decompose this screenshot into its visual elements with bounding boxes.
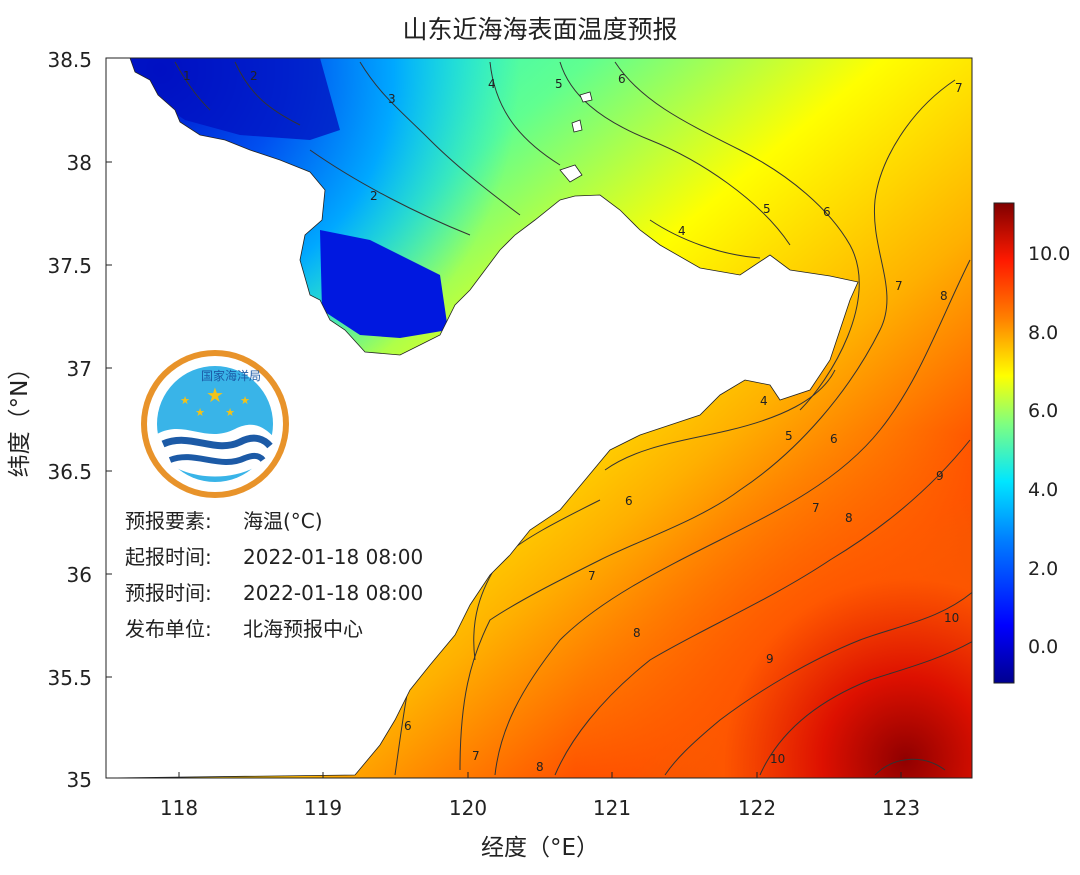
svg-text:7: 7: [895, 279, 903, 293]
svg-text:3: 3: [388, 92, 396, 106]
colorbar-tick-label: 10.0: [1028, 243, 1071, 265]
plot-frame: [105, 57, 973, 779]
svg-text:2: 2: [250, 69, 258, 83]
svg-text:7: 7: [588, 569, 596, 583]
svg-text:8: 8: [845, 511, 853, 525]
svg-text:7: 7: [812, 501, 820, 515]
svg-text:6: 6: [618, 72, 626, 86]
land-mass: [106, 58, 859, 778]
svg-text:10: 10: [944, 611, 959, 625]
info-forecast-value: 2022-01-18 08:00: [243, 581, 424, 605]
info-forecast-key: 预报时间:: [125, 581, 212, 605]
sst-field: 1 2 3 2 4 4 4 5 5 5 6 6 6 6 6 7 7 7 7 7 …: [106, 58, 972, 778]
info-element-row: 预报要素: 海温(°C): [125, 503, 423, 539]
svg-text:4: 4: [760, 394, 768, 408]
page-title: 山东近海海表面温度预报: [402, 15, 678, 44]
svg-text:国家海洋局: 国家海洋局: [201, 368, 261, 383]
svg-text:8: 8: [940, 289, 948, 303]
info-publisher-row: 发布单位: 北海预报中心: [125, 611, 423, 647]
logo: 国家海洋局 ★ ★ ★ ★ ★: [141, 350, 289, 498]
y-tick-label: 37.5: [47, 254, 92, 278]
y-tick-label: 38.5: [47, 48, 92, 72]
y-tick-label: 35: [66, 768, 92, 792]
svg-text:6: 6: [625, 494, 633, 508]
y-tick-label: 38: [66, 151, 92, 175]
x-tick-label: 119: [303, 796, 343, 820]
y-tick-label: 35.5: [47, 666, 92, 690]
colorbar-tick-label: 8.0: [1028, 322, 1059, 344]
svg-text:6: 6: [823, 205, 831, 219]
svg-text:9: 9: [936, 469, 944, 483]
svg-text:5: 5: [555, 77, 563, 91]
svg-text:★: ★: [195, 406, 205, 419]
svg-text:★: ★: [180, 394, 190, 407]
x-axis-label: 经度（°E）: [480, 835, 600, 861]
svg-text:7: 7: [472, 749, 480, 763]
x-tick-label: 123: [881, 796, 921, 820]
info-issue-row: 起报时间: 2022-01-18 08:00: [125, 539, 423, 575]
svg-text:6: 6: [830, 432, 838, 446]
colorbar-tick-label: 6.0: [1028, 400, 1059, 422]
svg-text:8: 8: [633, 626, 641, 640]
x-tick-label: 118: [159, 796, 199, 820]
isotherms: [174, 61, 972, 776]
info-forecast-row: 预报时间: 2022-01-18 08:00: [125, 575, 423, 611]
info-element-value: 海温(°C): [243, 509, 323, 533]
y-tick-label: 36.5: [47, 460, 92, 484]
info-publisher-key: 发布单位:: [125, 617, 212, 641]
svg-text:4: 4: [488, 77, 496, 91]
x-tick-label: 122: [737, 796, 777, 820]
info-element-key: 预报要素:: [125, 509, 212, 533]
y-axis-label: 纬度（°N）: [7, 356, 33, 478]
colorbar-tick-label: 2.0: [1028, 558, 1059, 580]
svg-text:9: 9: [766, 652, 774, 666]
forecast-info: 预报要素: 海温(°C) 起报时间: 2022-01-18 08:00 预报时间: 2…: [125, 503, 423, 647]
svg-text:7: 7: [955, 81, 963, 95]
svg-text:5: 5: [763, 202, 771, 216]
x-tick-label: 120: [448, 796, 488, 820]
svg-text:2: 2: [370, 189, 378, 203]
colorbar-tick-label: 4.0: [1028, 479, 1059, 501]
contour-labels: 1 2 3 2 4 4 4 5 5 5 6 6 6 6 6 7 7 7 7 7 …: [183, 69, 963, 774]
svg-text:8: 8: [536, 760, 544, 774]
info-publisher-value: 北海预报中心: [243, 617, 363, 641]
axis-ticks: [106, 161, 902, 778]
x-tick-label: 121: [592, 796, 632, 820]
svg-text:★: ★: [206, 383, 224, 407]
svg-text:5: 5: [785, 429, 793, 443]
svg-text:6: 6: [404, 719, 412, 733]
colorbar: [993, 202, 1015, 684]
colorbar-tick-label: 0.0: [1028, 636, 1059, 658]
y-tick-label: 37: [66, 357, 92, 381]
svg-text:4: 4: [678, 224, 686, 238]
info-issue-key: 起报时间:: [125, 545, 212, 569]
svg-text:★: ★: [240, 394, 250, 407]
y-tick-label: 36: [66, 563, 92, 587]
svg-text:10: 10: [770, 752, 785, 766]
svg-text:1: 1: [183, 69, 191, 83]
svg-text:★: ★: [225, 406, 235, 419]
info-issue-value: 2022-01-18 08:00: [243, 545, 424, 569]
